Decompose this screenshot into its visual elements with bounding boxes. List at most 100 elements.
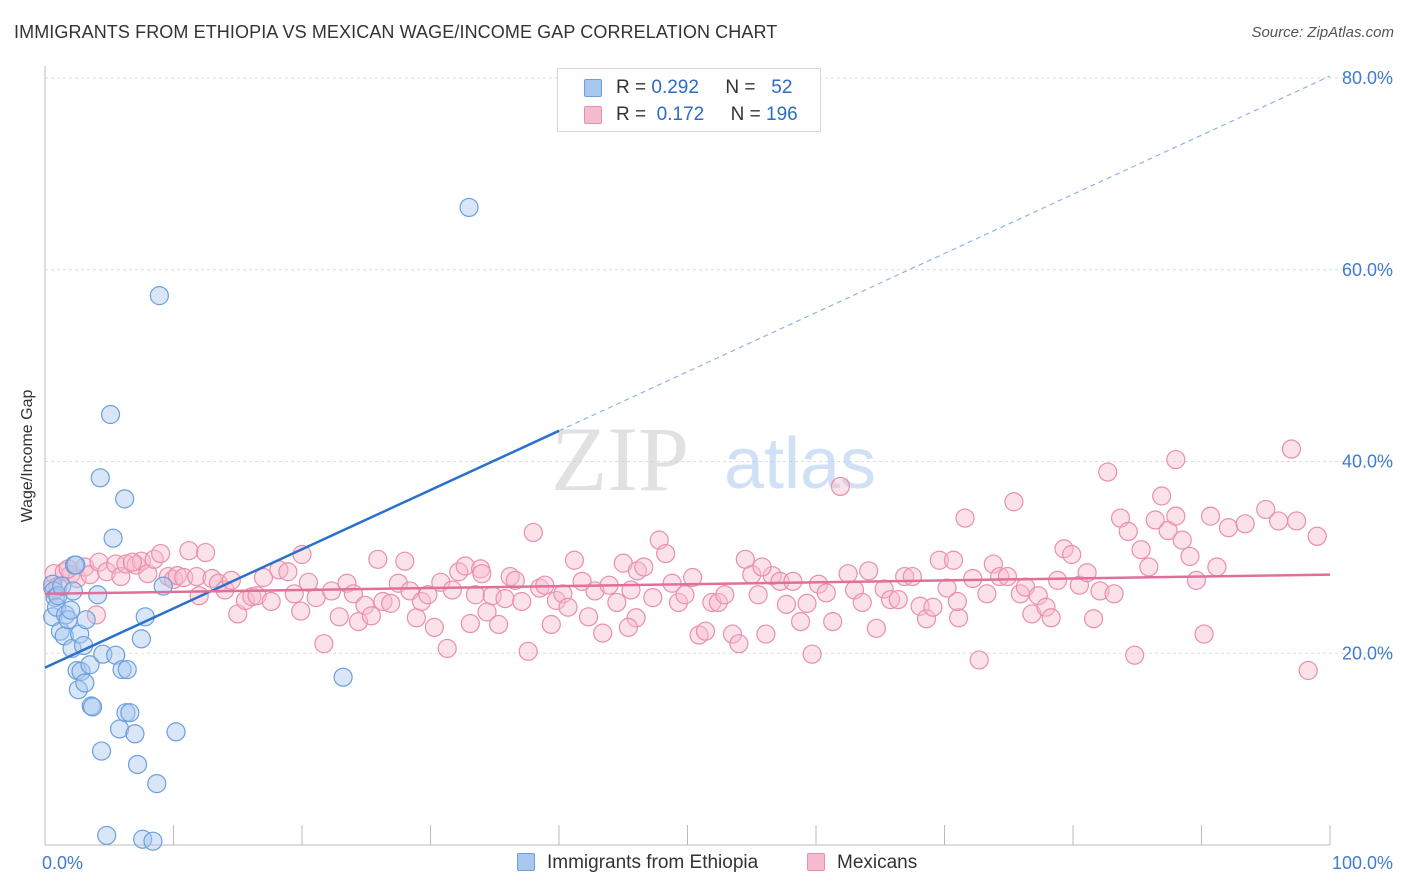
data-point-mexicans: [643, 588, 663, 608]
data-point-mexicans: [500, 566, 520, 587]
data-point-mexicans: [578, 607, 599, 627]
bottom-legend-label-mexicans: Mexicans: [837, 852, 918, 873]
data-point-mexicans: [983, 554, 1003, 574]
x-tick-label: 0.0%: [42, 853, 83, 873]
data-point-ethiopia: [66, 555, 86, 575]
data-point-mexicans: [1047, 570, 1068, 590]
y-tick-label: 20.0%: [1342, 643, 1393, 663]
data-point-ethiopia: [153, 576, 173, 596]
data-point-ethiopia: [100, 404, 121, 425]
data-point-mexicans: [929, 550, 949, 570]
data-point-mexicans: [797, 593, 817, 613]
ethiopia-points: [43, 197, 479, 851]
data-point-ethiopia: [90, 468, 110, 488]
data-point-mexicans: [1281, 439, 1302, 459]
data-point-mexicans: [1307, 526, 1327, 546]
y-tick-label: 80.0%: [1342, 68, 1393, 88]
data-point-mexicans: [1125, 645, 1145, 665]
data-point-mexicans: [187, 566, 207, 587]
data-point-ethiopia: [109, 719, 130, 739]
bottom-legend-ethiopia: Immigrants from Ethiopia: [517, 852, 758, 874]
data-point-mexicans: [1235, 514, 1255, 534]
data-point-mexicans: [852, 592, 872, 613]
legend-n-value-mexicans: 196: [766, 104, 798, 125]
data-point-mexicans: [729, 634, 749, 654]
data-point-mexicans: [683, 567, 703, 588]
data-point-mexicans: [1036, 597, 1056, 617]
data-point-mexicans: [1286, 511, 1307, 531]
data-point-ethiopia: [63, 581, 83, 601]
data-point-ethiopia: [80, 655, 100, 675]
data-point-mexicans: [424, 617, 444, 637]
data-point-mexicans: [977, 584, 997, 604]
data-point-mexicans: [373, 591, 393, 612]
data-point-mexicans: [530, 578, 550, 598]
data-point-mexicans: [253, 567, 274, 588]
data-point-mexicans: [111, 566, 131, 587]
data-point-mexicans: [1194, 624, 1214, 644]
data-point-ethiopia: [70, 624, 90, 644]
data-point-mexicans: [776, 594, 797, 614]
data-point-ethiopia: [76, 610, 96, 630]
chart-title: IMMIGRANTS FROM ETHIOPIA VS MEXICAN WAGE…: [14, 22, 778, 42]
data-point-mexicans: [221, 570, 241, 590]
data-point-mexicans: [1083, 609, 1104, 629]
data-point-ethiopia: [106, 645, 126, 665]
data-point-mexicans: [395, 551, 415, 571]
data-point-ethiopia: [125, 724, 145, 744]
data-point-mexicans: [465, 585, 486, 605]
data-point-mexicans: [298, 572, 319, 592]
data-point-mexicans: [634, 557, 654, 577]
data-point-mexicans: [86, 605, 107, 625]
data-point-mexicans: [1166, 449, 1186, 470]
data-point-mexicans: [830, 476, 851, 497]
data-point-mexicans: [1054, 539, 1074, 559]
data-point-mexicans: [947, 591, 967, 612]
data-point-ethiopia: [333, 667, 353, 687]
data-point-mexicans: [558, 597, 578, 617]
data-point-mexicans: [816, 583, 836, 603]
trend-lines: [44, 75, 1331, 669]
data-point-mexicans: [361, 606, 381, 626]
y-tick-label: 60.0%: [1342, 260, 1393, 280]
data-point-ethiopia: [91, 741, 112, 761]
data-point-ethiopia: [103, 528, 123, 548]
data-point-mexicans: [455, 556, 475, 576]
data-point-mexicans: [1166, 506, 1186, 526]
data-point-mexicans: [329, 607, 349, 627]
data-point-mexicans: [437, 638, 457, 659]
legend-swatch-mexicans: [584, 106, 602, 124]
data-point-mexicans: [314, 634, 334, 654]
data-point-ethiopia: [75, 673, 95, 693]
data-point-mexicans: [151, 543, 171, 564]
data-point-mexicans: [695, 621, 716, 641]
data-point-ethiopia: [97, 825, 117, 846]
data-point-ethiopia: [82, 697, 103, 717]
data-point-ethiopia: [143, 831, 163, 851]
data-point-mexicans: [1207, 557, 1227, 577]
data-point-mexicans: [593, 623, 613, 643]
data-point-mexicans: [512, 591, 532, 612]
legend: R = 0.292 N = 52 R = 0.172 N = 196: [557, 68, 821, 132]
data-point-ethiopia: [131, 629, 151, 649]
data-point-mexicans: [406, 608, 426, 628]
data-point-mexicans: [880, 589, 901, 610]
data-point-mexicans: [888, 589, 908, 610]
gridlines: [45, 77, 1392, 654]
data-point-mexicans: [564, 550, 585, 570]
data-point-mexicans: [802, 644, 822, 664]
legend-r-value-mexicans: 0.172: [656, 104, 705, 125]
data-point-mexicans: [196, 542, 216, 563]
data-point-ethiopia: [120, 703, 140, 723]
data-point-mexicans: [355, 595, 375, 615]
data-point-mexicans: [337, 573, 357, 593]
data-point-mexicans: [1152, 486, 1172, 506]
x-tick-label: 100.0%: [1332, 853, 1393, 873]
data-point-ethiopia: [112, 659, 132, 680]
data-point-ethiopia: [48, 586, 68, 606]
data-point-mexicans: [990, 566, 1010, 587]
data-point-mexicans: [955, 508, 975, 528]
legend-n-label: N =: [730, 104, 761, 125]
data-point-ethiopia: [88, 585, 108, 605]
